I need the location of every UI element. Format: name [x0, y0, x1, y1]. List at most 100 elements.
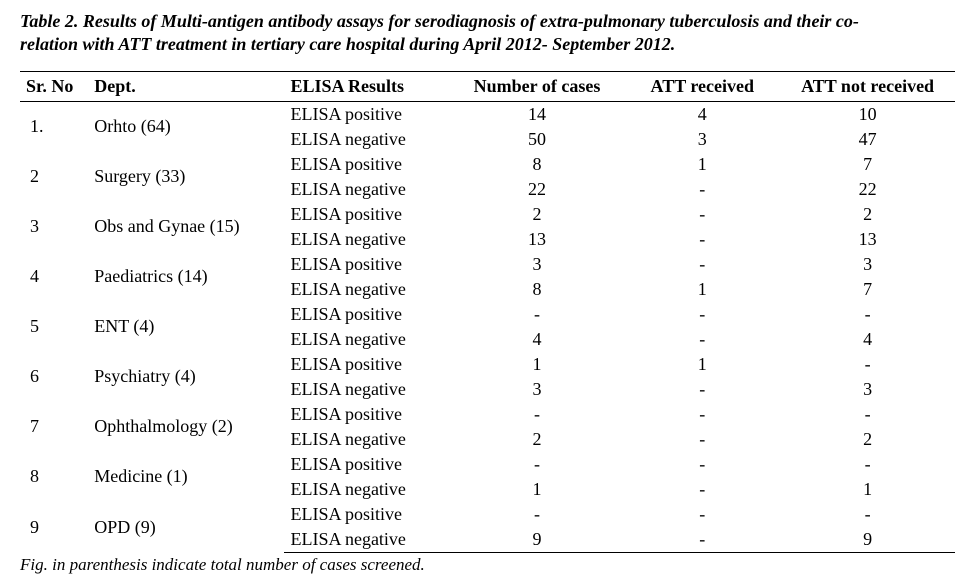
cell-sr-no: 8: [20, 452, 88, 502]
cell-att-received: 4: [624, 101, 780, 127]
cell-att-not-received: -: [780, 402, 955, 427]
cell-att-received: -: [624, 402, 780, 427]
cell-att-not-received: -: [780, 302, 955, 327]
cell-number-of-cases: -: [450, 402, 625, 427]
cell-elisa-result: ELISA negative: [284, 127, 449, 152]
cell-sr-no: 9: [20, 502, 88, 553]
cell-att-received: -: [624, 327, 780, 352]
cell-number-of-cases: -: [450, 502, 625, 527]
cell-dept: Ophthalmology (2): [88, 402, 284, 452]
cell-att-received: -: [624, 527, 780, 553]
cell-att-not-received: 22: [780, 177, 955, 202]
cell-dept: Medicine (1): [88, 452, 284, 502]
cell-sr-no: 3: [20, 202, 88, 252]
cell-dept: ENT (4): [88, 302, 284, 352]
cell-att-received: -: [624, 452, 780, 477]
cell-elisa-result: ELISA positive: [284, 202, 449, 227]
caption-line-1: Table 2. Results of Multi-antigen antibo…: [20, 11, 859, 31]
cell-dept: Obs and Gynae (15): [88, 202, 284, 252]
cell-att-received: -: [624, 227, 780, 252]
cell-att-received: -: [624, 502, 780, 527]
cell-att-received: -: [624, 427, 780, 452]
results-table: Sr. No Dept. ELISA Results Number of cas…: [20, 71, 955, 553]
table-row: 3Obs and Gynae (15)ELISA positive2-2: [20, 202, 955, 227]
cell-number-of-cases: 9: [450, 527, 625, 553]
table-footnote: Fig. in parenthesis indicate total numbe…: [20, 555, 955, 575]
cell-att-not-received: 4: [780, 327, 955, 352]
cell-number-of-cases: 2: [450, 427, 625, 452]
cell-elisa-result: ELISA positive: [284, 452, 449, 477]
table-row: 8Medicine (1)ELISA positive---: [20, 452, 955, 477]
cell-att-not-received: 3: [780, 252, 955, 277]
cell-att-not-received: 9: [780, 527, 955, 553]
cell-att-not-received: -: [780, 352, 955, 377]
cell-dept: Surgery (33): [88, 152, 284, 202]
page-root: Table 2. Results of Multi-antigen antibo…: [0, 0, 975, 585]
cell-number-of-cases: 1: [450, 477, 625, 502]
table-row: 9OPD (9)ELISA positive---: [20, 502, 955, 527]
cell-att-received: -: [624, 252, 780, 277]
table-row: 1.Orhto (64)ELISA positive14410: [20, 101, 955, 127]
col-header-sr: Sr. No: [20, 71, 88, 101]
table-row: 7Ophthalmology (2)ELISA positive---: [20, 402, 955, 427]
table-header-row: Sr. No Dept. ELISA Results Number of cas…: [20, 71, 955, 101]
cell-sr-no: 2: [20, 152, 88, 202]
cell-att-not-received: 2: [780, 202, 955, 227]
cell-att-received: -: [624, 477, 780, 502]
cell-elisa-result: ELISA negative: [284, 277, 449, 302]
cell-att-received: -: [624, 202, 780, 227]
cell-number-of-cases: 4: [450, 327, 625, 352]
cell-att-received: -: [624, 377, 780, 402]
cell-sr-no: 6: [20, 352, 88, 402]
cell-number-of-cases: 2: [450, 202, 625, 227]
cell-number-of-cases: 3: [450, 377, 625, 402]
cell-att-not-received: 10: [780, 101, 955, 127]
col-header-elisa: ELISA Results: [284, 71, 449, 101]
cell-att-not-received: 7: [780, 277, 955, 302]
cell-elisa-result: ELISA positive: [284, 352, 449, 377]
col-header-att-received: ATT received: [624, 71, 780, 101]
cell-elisa-result: ELISA positive: [284, 152, 449, 177]
cell-elisa-result: ELISA positive: [284, 302, 449, 327]
cell-sr-no: 1.: [20, 101, 88, 152]
col-header-dept: Dept.: [88, 71, 284, 101]
cell-sr-no: 5: [20, 302, 88, 352]
cell-att-not-received: 47: [780, 127, 955, 152]
cell-att-not-received: 1: [780, 477, 955, 502]
cell-number-of-cases: 14: [450, 101, 625, 127]
cell-att-not-received: -: [780, 452, 955, 477]
cell-sr-no: 4: [20, 252, 88, 302]
table-body: 1.Orhto (64)ELISA positive14410ELISA neg…: [20, 101, 955, 552]
cell-att-not-received: 7: [780, 152, 955, 177]
cell-elisa-result: ELISA negative: [284, 177, 449, 202]
cell-number-of-cases: 1: [450, 352, 625, 377]
cell-elisa-result: ELISA negative: [284, 327, 449, 352]
cell-elisa-result: ELISA negative: [284, 527, 449, 553]
cell-elisa-result: ELISA positive: [284, 252, 449, 277]
cell-number-of-cases: 22: [450, 177, 625, 202]
table-row: 5ENT (4)ELISA positive---: [20, 302, 955, 327]
cell-elisa-result: ELISA positive: [284, 402, 449, 427]
cell-elisa-result: ELISA negative: [284, 227, 449, 252]
cell-number-of-cases: -: [450, 452, 625, 477]
cell-number-of-cases: 3: [450, 252, 625, 277]
cell-att-not-received: 2: [780, 427, 955, 452]
cell-number-of-cases: 13: [450, 227, 625, 252]
cell-dept: Paediatrics (14): [88, 252, 284, 302]
cell-dept: Orhto (64): [88, 101, 284, 152]
cell-att-received: 1: [624, 352, 780, 377]
cell-att-received: 3: [624, 127, 780, 152]
cell-att-received: 1: [624, 152, 780, 177]
cell-att-received: -: [624, 177, 780, 202]
table-row: 6Psychiatry (4)ELISA positive11-: [20, 352, 955, 377]
cell-elisa-result: ELISA negative: [284, 427, 449, 452]
table-row: 2Surgery (33)ELISA positive817: [20, 152, 955, 177]
cell-number-of-cases: 50: [450, 127, 625, 152]
col-header-att-not-received: ATT not received: [780, 71, 955, 101]
cell-number-of-cases: -: [450, 302, 625, 327]
cell-elisa-result: ELISA negative: [284, 377, 449, 402]
table-caption: Table 2. Results of Multi-antigen antibo…: [20, 10, 955, 57]
cell-elisa-result: ELISA positive: [284, 101, 449, 127]
cell-att-not-received: 13: [780, 227, 955, 252]
table-row: 4Paediatrics (14)ELISA positive3-3: [20, 252, 955, 277]
